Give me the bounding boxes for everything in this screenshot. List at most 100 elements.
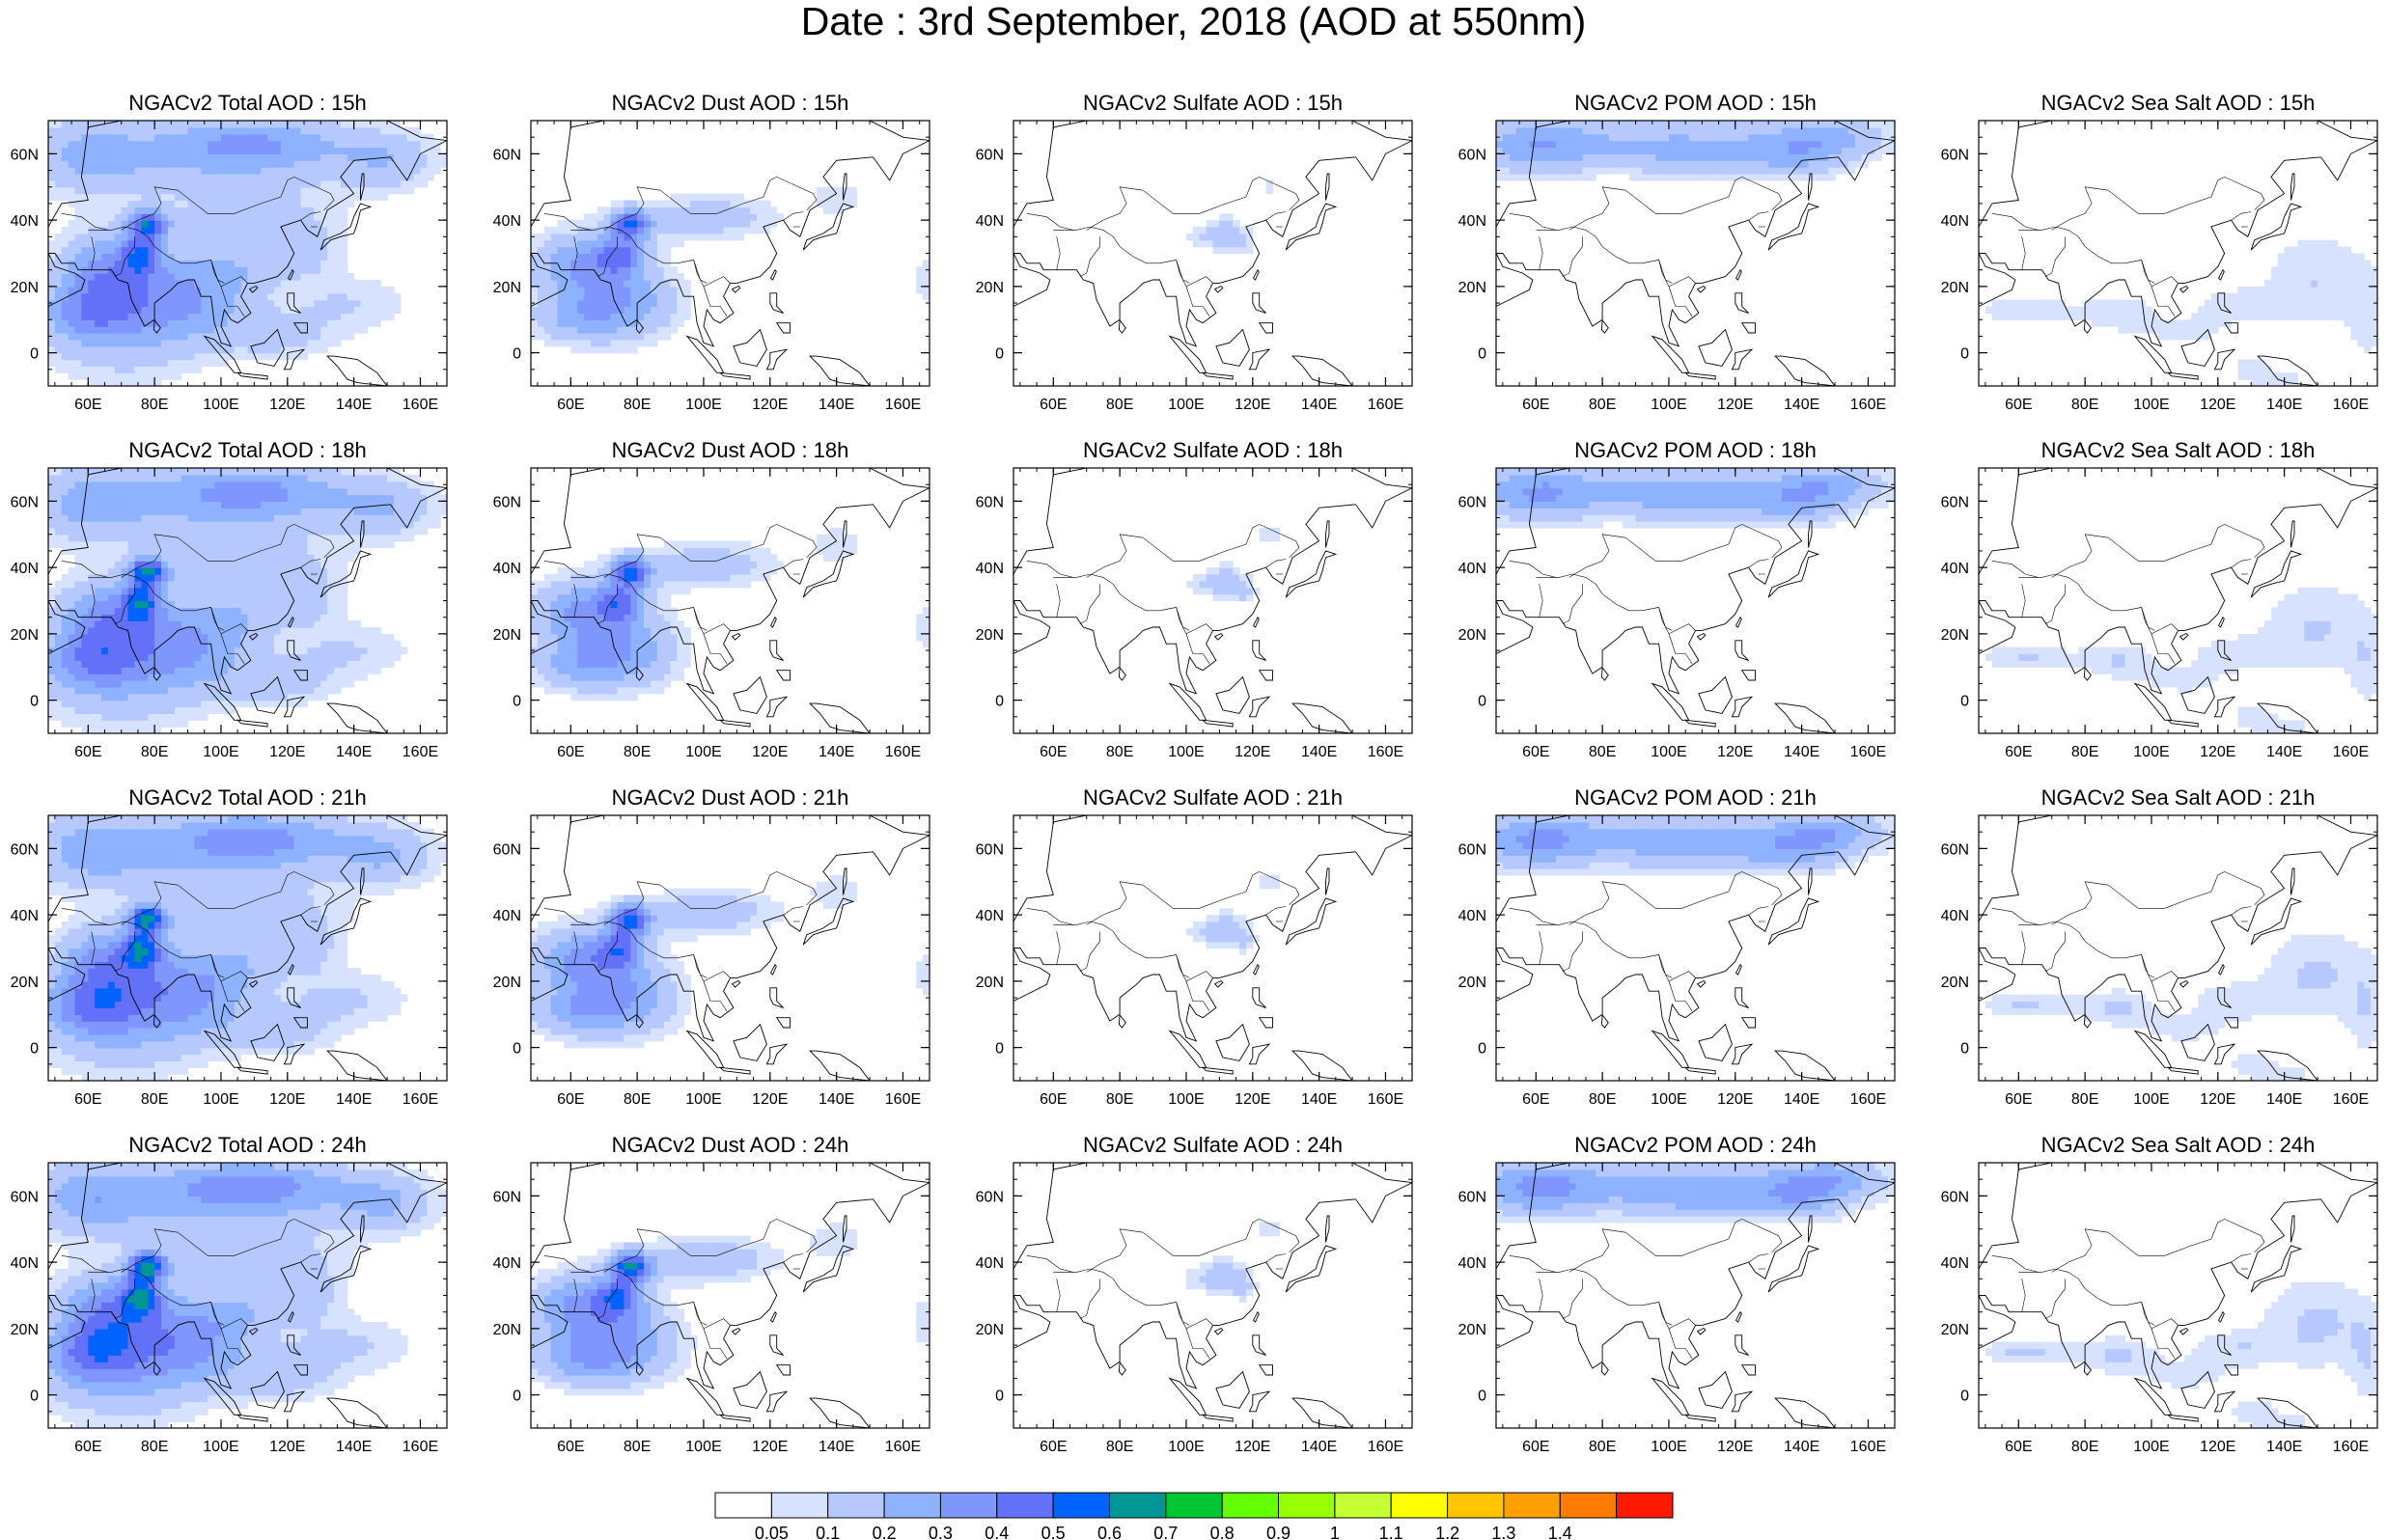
x-tick-label: 140E [336, 1091, 372, 1108]
x-tick-label: 140E [1784, 397, 1819, 413]
aod-field [1496, 815, 1895, 876]
y-tick-label: 20N [976, 280, 1004, 296]
coastlines [531, 1163, 930, 1428]
y-tick-label: 60N [1941, 494, 1969, 510]
map-panel-sulfate-21h: 60E 80E 100E 120E 140E 160E 0 20N 40N 60N NGACv2 S… [976, 785, 1413, 1108]
x-tick-label: 160E [2333, 744, 2369, 760]
coastlines [1013, 468, 1412, 733]
y-tick-label: 40N [493, 908, 521, 924]
y-tick-label: 0 [995, 1041, 1004, 1058]
map-panel-pom-18h: 60E 80E 100E 120E 140E 160E 0 20N 40N 60N NGACv2 P… [1458, 438, 1896, 760]
x-tick-label: 160E [402, 1091, 438, 1108]
panel-title: NGACv2 Sulfate AOD : 21h [1083, 785, 1343, 810]
aod-field [1186, 179, 1274, 255]
x-tick-label: 140E [1301, 1091, 1337, 1108]
x-tick-label: 160E [2333, 397, 2369, 413]
map-panel-dust-24h: 60E 80E 100E 120E 140E 160E 0 20N 40N 60N NGACv2 D… [493, 1133, 930, 1455]
y-tick-label: 60N [976, 494, 1004, 510]
y-tick-label: 60N [1941, 841, 1969, 858]
y-tick-label: 40N [1458, 908, 1486, 924]
map-panel-total-15h: 60E 80E 100E 120E 140E 160E 0 20N 40N 60N NGACv2 T… [11, 91, 448, 413]
x-tick-label: 80E [1589, 397, 1616, 413]
x-tick-label: 60E [2005, 744, 2032, 760]
x-tick-label: 160E [1850, 397, 1886, 413]
y-tick-label: 60N [1458, 1189, 1486, 1205]
y-tick-label: 0 [1960, 1041, 1969, 1058]
x-tick-label: 160E [1850, 1091, 1886, 1108]
x-tick-label: 160E [402, 744, 438, 760]
map-panel-pom-15h: 60E 80E 100E 120E 140E 160E 0 20N 40N 60N NGACv2 P… [1458, 91, 1896, 413]
y-tick-label: 40N [976, 213, 1004, 230]
x-tick-label: 140E [2266, 1439, 2302, 1455]
panel-title: NGACv2 POM AOD : 18h [1574, 438, 1817, 462]
x-tick-label: 160E [1368, 1091, 1403, 1108]
y-tick-label: 60N [11, 1189, 39, 1205]
y-tick-label: 40N [976, 908, 1004, 924]
y-tick-label: 60N [1458, 494, 1486, 510]
x-tick-label: 120E [269, 744, 305, 760]
map-panel-sulfate-15h: 60E 80E 100E 120E 140E 160E 0 20N 40N 60N NGACv2 S… [976, 91, 1413, 413]
x-tick-label: 60E [74, 744, 101, 760]
panel-title: NGACv2 Total AOD : 18h [128, 438, 367, 462]
x-tick-label: 100E [2133, 1091, 2169, 1108]
map-panel-sulfate-18h: 60E 80E 100E 120E 140E 160E 0 20N 40N 60N NGACv2 S… [976, 438, 1413, 760]
x-tick-label: 60E [1040, 397, 1067, 413]
coastlines [1979, 468, 2377, 733]
x-tick-label: 140E [1301, 1439, 1337, 1455]
coastlines [48, 121, 447, 386]
x-tick-label: 120E [1717, 397, 1753, 413]
x-tick-label: 100E [2133, 744, 2169, 760]
y-tick-label: 0 [1478, 1389, 1486, 1405]
x-tick-label: 120E [1235, 1091, 1270, 1108]
map-panel-seasalt-21h: 60E 80E 100E 120E 140E 160E 0 20N 40N 60N NGACv2 S… [1941, 785, 2378, 1108]
aod-field [531, 186, 930, 354]
x-tick-label: 160E [1850, 744, 1886, 760]
panel-title: NGACv2 Sulfate AOD : 24h [1083, 1133, 1343, 1157]
coastlines [1496, 121, 1895, 386]
x-tick-label: 80E [624, 1091, 651, 1108]
coastlines [1013, 1163, 1412, 1428]
x-tick-label: 80E [1106, 744, 1133, 760]
y-tick-label: 60N [1941, 147, 1969, 163]
x-tick-label: 60E [74, 1091, 101, 1108]
map-panel-sulfate-24h: 60E 80E 100E 120E 140E 160E 0 20N 40N 60N NGACv2 S… [976, 1133, 1413, 1455]
y-tick-label: 60N [11, 494, 39, 510]
y-tick-label: 20N [11, 1322, 39, 1338]
y-tick-label: 60N [976, 1189, 1004, 1205]
y-tick-label: 20N [1458, 627, 1486, 644]
aod-field [48, 468, 447, 733]
panel-title: NGACv2 POM AOD : 24h [1574, 1133, 1817, 1157]
y-tick-label: 0 [1478, 346, 1486, 363]
x-tick-label: 160E [885, 1439, 921, 1455]
y-tick-label: 60N [493, 494, 521, 510]
y-tick-label: 20N [1458, 1322, 1486, 1338]
y-tick-label: 20N [1458, 280, 1486, 296]
y-tick-label: 60N [976, 147, 1004, 163]
map-panel-dust-18h: 60E 80E 100E 120E 140E 160E 0 20N 40N 60N NGACv2 D… [493, 438, 930, 760]
x-tick-label: 80E [1589, 1439, 1616, 1455]
x-tick-label: 100E [203, 1439, 238, 1455]
y-tick-label: 20N [976, 975, 1004, 991]
y-tick-label: 0 [995, 694, 1004, 710]
x-tick-label: 80E [1106, 397, 1133, 413]
x-tick-label: 160E [885, 1091, 921, 1108]
y-tick-label: 40N [11, 1255, 39, 1272]
x-tick-label: 140E [2266, 1091, 2302, 1108]
panel-title: NGACv2 POM AOD : 15h [1574, 91, 1817, 115]
coastlines [48, 1163, 447, 1428]
y-tick-label: 60N [1458, 147, 1486, 163]
x-tick-label: 140E [819, 1091, 854, 1108]
aod-field [1985, 1281, 2377, 1428]
map-panel-total-18h: 60E 80E 100E 120E 140E 160E 0 20N 40N 60N NGACv2 T… [11, 438, 448, 760]
x-tick-label: 60E [1522, 744, 1549, 760]
x-tick-label: 80E [141, 397, 168, 413]
x-tick-label: 60E [557, 397, 584, 413]
x-tick-label: 60E [2005, 397, 2032, 413]
map-panel-seasalt-15h: 60E 80E 100E 120E 140E 160E 0 20N 40N 60N NGACv2 S… [1941, 91, 2378, 413]
x-tick-label: 60E [74, 1439, 101, 1455]
x-tick-label: 80E [2071, 1439, 2098, 1455]
x-tick-label: 160E [402, 397, 438, 413]
coastlines [1979, 1163, 2377, 1428]
y-tick-label: 0 [513, 694, 521, 710]
y-tick-label: 40N [11, 908, 39, 924]
